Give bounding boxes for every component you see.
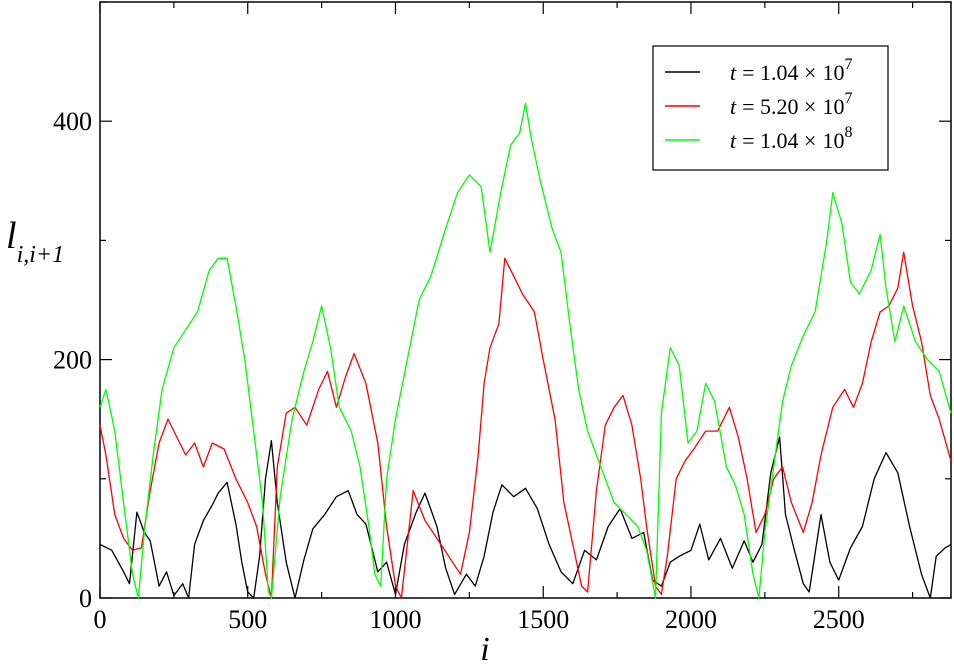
x-tick-label: 1500 bbox=[517, 605, 569, 634]
series-layer bbox=[99, 102, 952, 599]
legend-label-base: 10 bbox=[822, 128, 844, 153]
legend-label-var: t bbox=[730, 60, 737, 85]
x-tick-label: 2000 bbox=[665, 605, 717, 634]
y-axis-label-main: l bbox=[6, 215, 17, 257]
y-tick-label: 0 bbox=[79, 584, 92, 613]
y-axis-ticks: 0 200 400 bbox=[53, 1, 951, 613]
legend-label-var: t bbox=[730, 94, 737, 119]
x-tick-label: 0 bbox=[94, 605, 107, 634]
x-tick-label: 500 bbox=[228, 605, 267, 634]
series-line-3 bbox=[99, 102, 952, 599]
legend-label-mantissa: = 1.04 × bbox=[742, 60, 816, 85]
x-tick-label: 2500 bbox=[813, 605, 865, 634]
legend-label: t = 5.20 × 107 bbox=[730, 90, 852, 119]
legend-label-var: t bbox=[730, 128, 737, 153]
legend-label-exp: 8 bbox=[844, 124, 852, 141]
x-axis-label: i bbox=[480, 631, 489, 664]
y-tick-label: 400 bbox=[53, 107, 92, 136]
series-line-1 bbox=[99, 436, 952, 599]
legend-label: t = 1.04 × 107 bbox=[730, 56, 852, 85]
legend-label-base: 10 bbox=[822, 60, 844, 85]
y-axis-label: li,i+1 bbox=[6, 215, 64, 268]
legend-box bbox=[652, 45, 889, 171]
y-tick-label: 200 bbox=[53, 346, 92, 375]
y-axis-label-sub: i,i+1 bbox=[17, 242, 65, 268]
legend-label-exp: 7 bbox=[844, 90, 852, 107]
plot-frame bbox=[99, 1, 952, 599]
legend-label-mantissa: = 1.04 × bbox=[742, 128, 816, 153]
legend-label-exp: 7 bbox=[844, 56, 852, 73]
x-tick-label: 1000 bbox=[369, 605, 421, 634]
legend-label-base: 10 bbox=[822, 94, 844, 119]
legend-label-mantissa: = 5.20 × bbox=[742, 94, 816, 119]
x-axis-ticks: 0 500 1000 1500 2000 2500 bbox=[94, 2, 914, 634]
series-line-2 bbox=[99, 251, 952, 599]
legend-label: t = 1.04 × 108 bbox=[730, 124, 852, 153]
